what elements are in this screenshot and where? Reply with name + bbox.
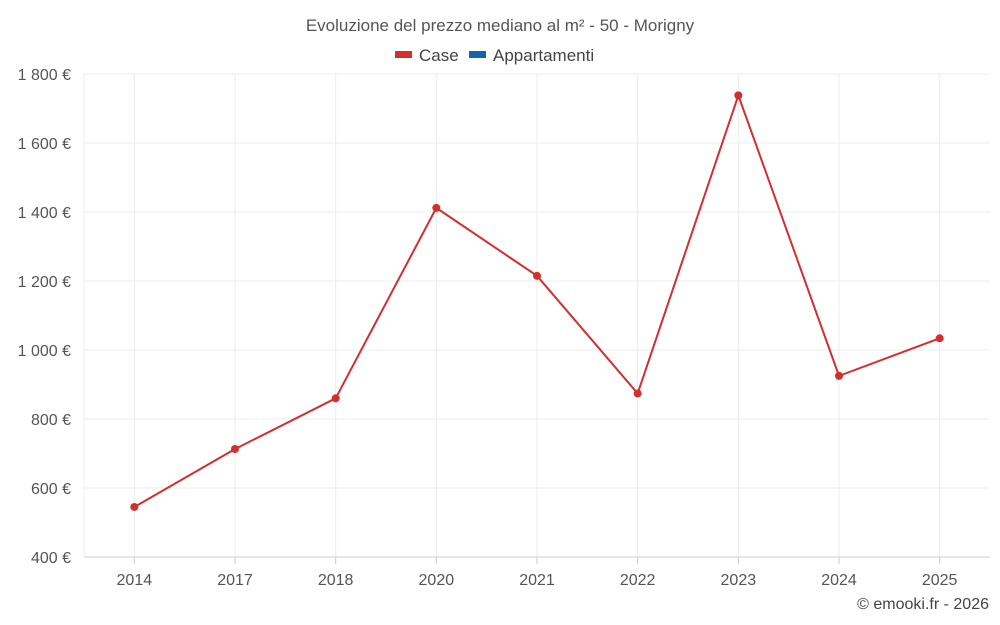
legend-item-case[interactable]: Case	[395, 46, 459, 65]
data-point-case[interactable]	[533, 271, 541, 280]
y-axis-ticks: 1 800 € 1 600 € 1 400 € 1 200 € 1 000 € 800 €…	[18, 67, 71, 567]
legend: Case Appartamenti	[395, 46, 594, 65]
y-tick-label: 1 400 €	[18, 205, 71, 222]
x-tick-label: 2021	[519, 572, 555, 589]
data-point-case[interactable]	[432, 203, 441, 212]
y-tick-label: 400 €	[31, 550, 71, 567]
credit-text: © emooki.fr - 2026	[857, 596, 989, 613]
data-point-case[interactable]	[633, 389, 642, 398]
x-tick-label: 2020	[419, 572, 455, 589]
y-tick-label: 1 600 €	[18, 136, 71, 153]
x-tick-label: 2018	[318, 572, 354, 589]
legend-item-appartamenti[interactable]: Appartamenti	[469, 46, 594, 65]
data-point-case[interactable]	[734, 91, 743, 100]
legend-label-case: Case	[419, 46, 459, 65]
data-point-case[interactable]	[935, 334, 944, 343]
x-tick-label: 2022	[620, 572, 656, 589]
series-case	[130, 91, 944, 511]
legend-label-appartamenti: Appartamenti	[493, 46, 594, 65]
legend-swatch-appartamenti	[469, 51, 486, 58]
x-tick-label: 2024	[821, 572, 857, 589]
y-tick-label: 1 800 €	[18, 67, 71, 84]
x-tick-label: 2025	[922, 572, 958, 589]
x-tick-label: 2017	[217, 572, 253, 589]
y-tick-label: 800 €	[31, 412, 71, 429]
data-point-case[interactable]	[835, 371, 843, 380]
x-tick-label: 2014	[117, 572, 153, 589]
y-tick-label: 1 200 €	[18, 274, 71, 291]
x-tick-label: 2023	[721, 572, 757, 589]
y-tick-label: 1 000 €	[18, 343, 71, 360]
y-tick-label: 600 €	[31, 481, 71, 498]
data-point-case[interactable]	[331, 394, 340, 403]
chart-title: Evoluzione del prezzo mediano al m² - 50…	[306, 16, 695, 35]
data-point-case[interactable]	[130, 502, 139, 511]
grid	[83, 73, 990, 564]
data-point-case[interactable]	[231, 445, 239, 454]
x-axis-ticks: 2014 2017 2018 2020 2021 2022 2023 2024 2025	[117, 572, 958, 589]
legend-swatch-case	[395, 51, 412, 58]
